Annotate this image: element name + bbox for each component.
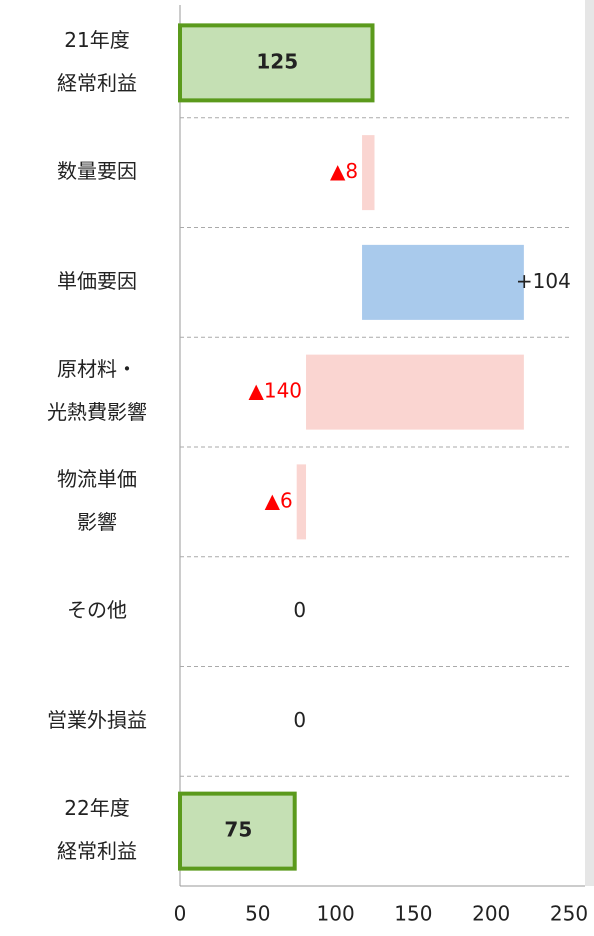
x-tick-label: 150 [394, 902, 432, 926]
value-label: ▲8 [330, 159, 358, 183]
value-label: +104 [516, 269, 571, 293]
category-label: 経常利益 [57, 839, 137, 863]
category-label: その他 [67, 598, 127, 622]
value-label: ▲140 [248, 379, 302, 403]
bar [296, 464, 307, 540]
category-label: 21年度 [64, 28, 129, 52]
category-label: 経常利益 [57, 71, 137, 95]
category-label: 光熱費影響 [47, 400, 147, 424]
x-tick-label: 100 [317, 902, 355, 926]
category-label: 影響 [77, 510, 117, 534]
bar [306, 354, 524, 430]
category-label: 数量要因 [57, 159, 137, 183]
value-label: ▲6 [265, 488, 293, 512]
value-label: 125 [256, 49, 298, 73]
category-label: 単価要因 [57, 269, 137, 293]
value-label: 0 [293, 708, 306, 732]
value-label: 75 [224, 818, 252, 842]
bar [362, 135, 375, 211]
side-panel [585, 0, 594, 886]
category-label: 22年度 [64, 796, 129, 820]
bar [178, 23, 375, 103]
x-tick-label: 0 [174, 902, 187, 926]
category-label: 物流単価 [57, 467, 137, 491]
category-label: 営業外損益 [47, 708, 147, 732]
bar [178, 791, 297, 871]
category-label: 原材料・ [57, 357, 137, 381]
x-tick-label: 250 [550, 902, 588, 926]
x-tick-label: 200 [472, 902, 510, 926]
bar [362, 244, 524, 320]
x-tick-label: 50 [245, 902, 270, 926]
value-label: 0 [293, 598, 306, 622]
